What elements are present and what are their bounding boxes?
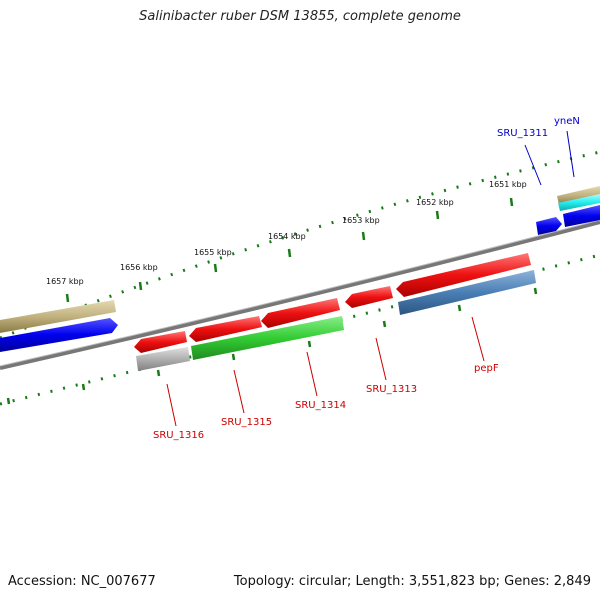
gene-label-sru-1313: SRU_1313 (366, 384, 417, 395)
tick-label-1655: 1655 kbp (194, 248, 232, 257)
blast-hit-gray (136, 347, 190, 371)
gene-label-pep-f: pepF (474, 363, 499, 374)
gene-label-sru-1316: SRU_1316 (153, 430, 204, 441)
gene-label-sru-1315: SRU_1315 (221, 417, 272, 428)
cds-sru-1316 (134, 331, 187, 353)
gene-label-sru-1311: SRU_1311 (497, 128, 548, 139)
tick-label-1657: 1657 kbp (46, 277, 84, 286)
blast-hit-green (191, 316, 344, 360)
tick-label-1656: 1656 kbp (120, 263, 158, 272)
gene-label-sru-1314: SRU_1314 (295, 400, 346, 411)
blast-hit-cyan-right (558, 194, 600, 211)
cds-forward-left (0, 318, 118, 352)
label-leaders (166, 130, 575, 427)
cds-sru-1311 (536, 217, 562, 235)
blast-hit-khaki-right (557, 186, 600, 205)
map-title: Salinibacter ruber DSM 13855, complete g… (139, 9, 461, 24)
gene-label-yne-n: yneN (554, 116, 580, 127)
cds-sru-1314 (261, 298, 340, 328)
tick-label-1652: 1652 kbp (416, 198, 454, 207)
tick-label-1653: 1653 kbp (342, 216, 380, 225)
cds-sru-1313 (345, 286, 393, 308)
tick-label-1651: 1651 kbp (489, 180, 527, 189)
major-ticks (6, 197, 538, 405)
genome-summary-text: Topology: circular; Length: 3,551,823 bp… (233, 574, 591, 589)
blast-hit-khaki-left (0, 300, 116, 333)
tick-label-1654: 1654 kbp (268, 232, 306, 241)
genome-backbone-highlight (0, 219, 600, 367)
cds-yne-n (563, 205, 600, 227)
cds-sru-1315 (189, 316, 262, 342)
accession-text: Accession: NC_007677 (8, 574, 156, 589)
genome-backbone (0, 220, 600, 370)
blast-hit-steel (398, 270, 536, 315)
cds-pep-f (396, 253, 531, 297)
